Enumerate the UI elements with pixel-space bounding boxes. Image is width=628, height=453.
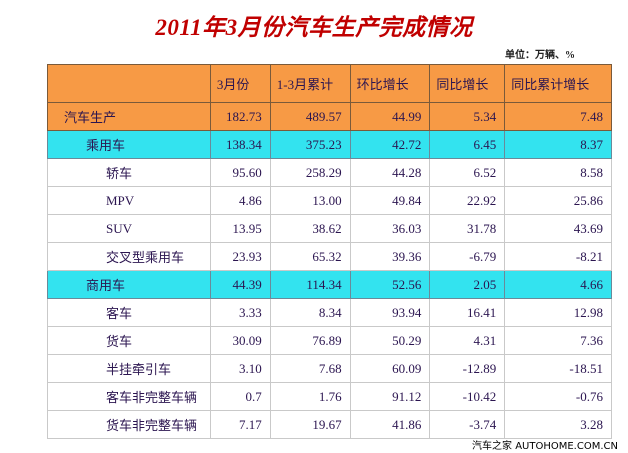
cell: 1.76 xyxy=(269,382,351,411)
cell: 7.17 xyxy=(209,410,271,439)
cell: 7.48 xyxy=(504,102,612,131)
row: MPV 4.86 13.00 49.84 22.92 25.86 xyxy=(47,186,612,215)
cell: -6.79 xyxy=(429,242,506,271)
row-label: 商用车 xyxy=(47,270,211,299)
cell: 95.60 xyxy=(209,158,271,187)
row: SUV 13.95 38.62 36.03 31.78 43.69 xyxy=(47,214,612,243)
row: 客车非完整车辆 0.7 1.76 91.12 -10.42 -0.76 xyxy=(47,382,612,411)
cell: 4.66 xyxy=(504,270,612,299)
row-label: 轿车 xyxy=(47,158,211,187)
cell: 44.28 xyxy=(349,158,431,187)
row: 货车非完整车辆 7.17 19.67 41.86 -3.74 3.28 xyxy=(47,410,612,439)
row-label: 半挂牵引车 xyxy=(47,354,211,383)
row: 轿车 95.60 258.29 44.28 6.52 8.58 xyxy=(47,158,612,187)
cell: -18.51 xyxy=(504,354,612,383)
row-label: 货车非完整车辆 xyxy=(47,410,211,439)
cell: 3.33 xyxy=(209,298,271,327)
cell: 2.05 xyxy=(429,270,506,299)
row-label: 乘用车 xyxy=(47,130,211,159)
cell: 同比累计增长 xyxy=(504,64,612,103)
cell: 4.31 xyxy=(429,326,506,355)
row: 半挂牵引车 3.10 7.68 60.09 -12.89 -18.51 xyxy=(47,354,612,383)
cell: 1-3月累计 xyxy=(269,64,351,103)
row: 乘用车 138.34 375.23 42.72 6.45 8.37 xyxy=(47,130,612,159)
cell: 6.52 xyxy=(429,158,506,187)
row: 商用车 44.39 114.34 52.56 2.05 4.66 xyxy=(47,270,612,299)
watermark: 汽车之家 AUTOHOME.COM.CN xyxy=(472,441,618,452)
cell: 3.28 xyxy=(504,410,612,439)
cell: 258.29 xyxy=(269,158,351,187)
table-header: 3月份 1-3月累计 环比增长 同比增长 同比累计增长 xyxy=(47,64,612,103)
unit-note: 单位：万辆、% xyxy=(505,50,575,61)
cell: -12.89 xyxy=(429,354,506,383)
cell: 60.09 xyxy=(349,354,431,383)
cell: 8.58 xyxy=(504,158,612,187)
cell: 31.78 xyxy=(429,214,506,243)
cell: 3.10 xyxy=(209,354,271,383)
cell: 41.86 xyxy=(349,410,431,439)
table-body: 汽车生产 182.73 489.57 44.99 5.34 7.48 乘用车 138.34 3… xyxy=(47,102,612,439)
cell: 50.29 xyxy=(349,326,431,355)
row-label: 交叉型乘用车 xyxy=(47,242,211,271)
cell: 489.57 xyxy=(269,102,351,131)
cell: 7.36 xyxy=(504,326,612,355)
cell: 138.34 xyxy=(209,130,271,159)
row-label: 客车 xyxy=(47,298,211,327)
row: 交叉型乘用车 23.93 65.32 39.36 -6.79 -8.21 xyxy=(47,242,612,271)
cell: 4.86 xyxy=(209,186,271,215)
cell: 30.09 xyxy=(209,326,271,355)
cell: 13.95 xyxy=(209,214,271,243)
cell: 25.86 xyxy=(504,186,612,215)
title: 2011年3月份汽车生产完成情况 xyxy=(155,15,473,40)
cell: 12.98 xyxy=(504,298,612,327)
cell: 16.41 xyxy=(429,298,506,327)
cell: -0.76 xyxy=(504,382,612,411)
cell: -10.42 xyxy=(429,382,506,411)
cell: 13.00 xyxy=(269,186,351,215)
cell: 182.73 xyxy=(209,102,271,131)
cell: 52.56 xyxy=(349,270,431,299)
cell: 7.68 xyxy=(269,354,351,383)
cell: 8.37 xyxy=(504,130,612,159)
cell: 同比增长 xyxy=(429,64,506,103)
cell: 65.32 xyxy=(269,242,351,271)
cell: 23.93 xyxy=(209,242,271,271)
cell: 环比增长 xyxy=(349,64,431,103)
row: 货车 30.09 76.89 50.29 4.31 7.36 xyxy=(47,326,612,355)
row-label: 客车非完整车辆 xyxy=(47,382,211,411)
cell: 0.7 xyxy=(209,382,271,411)
row-label: SUV xyxy=(47,214,211,243)
cell: 93.94 xyxy=(349,298,431,327)
row: 客车 3.33 8.34 93.94 16.41 12.98 xyxy=(47,298,612,327)
cell: 91.12 xyxy=(349,382,431,411)
row-label: 货车 xyxy=(47,326,211,355)
cell: 19.67 xyxy=(269,410,351,439)
cell: 22.92 xyxy=(429,186,506,215)
cell: 44.99 xyxy=(349,102,431,131)
cell: 375.23 xyxy=(269,130,351,159)
cell: 43.69 xyxy=(504,214,612,243)
cell: -3.74 xyxy=(429,410,506,439)
cell: 6.45 xyxy=(429,130,506,159)
header-row: 3月份 1-3月累计 环比增长 同比增长 同比累计增长 xyxy=(47,64,612,103)
cell: -8.21 xyxy=(504,242,612,271)
row: 汽车生产 182.73 489.57 44.99 5.34 7.48 xyxy=(47,102,612,131)
cell: 114.34 xyxy=(269,270,351,299)
row-label: 汽车生产 xyxy=(47,102,211,131)
cell: 38.62 xyxy=(269,214,351,243)
cell: 8.34 xyxy=(269,298,351,327)
cell: 76.89 xyxy=(269,326,351,355)
cell xyxy=(47,64,211,103)
cell: 3月份 xyxy=(209,64,271,103)
cell: 49.84 xyxy=(349,186,431,215)
row-label: MPV xyxy=(47,186,211,215)
cell: 44.39 xyxy=(209,270,271,299)
cell: 42.72 xyxy=(349,130,431,159)
cell: 39.36 xyxy=(349,242,431,271)
cell: 36.03 xyxy=(349,214,431,243)
production-table: 3月份 1-3月累计 环比增长 同比增长 同比累计增长 汽车生产 182.73 489.57… xyxy=(47,64,612,439)
cell: 5.34 xyxy=(429,102,506,131)
